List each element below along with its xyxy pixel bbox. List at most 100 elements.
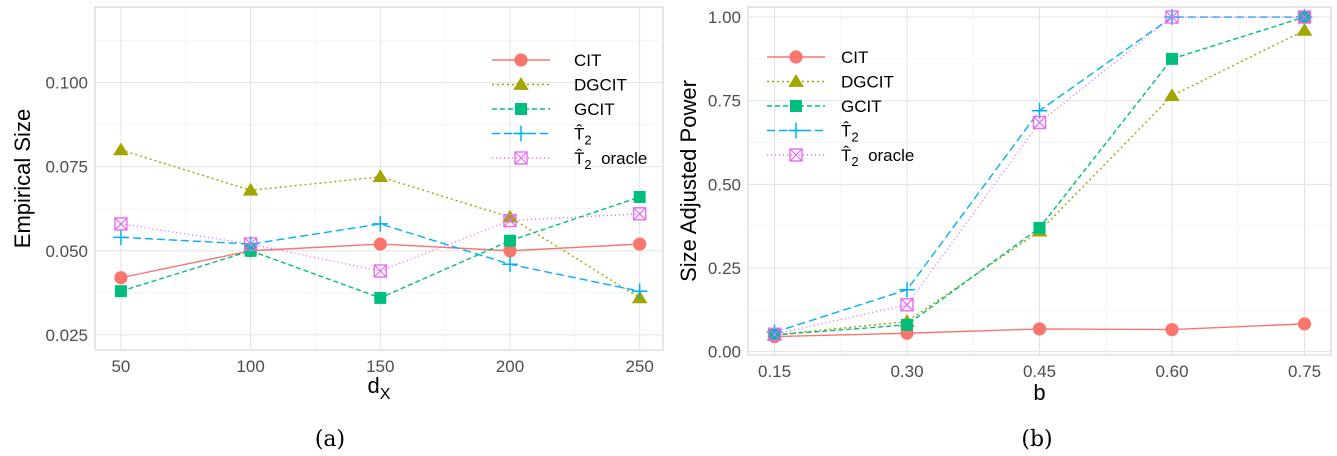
x-tick-label: 0.60	[1155, 362, 1188, 381]
legend-item: DGCIT	[492, 76, 627, 95]
panel-caption: (a)	[315, 427, 345, 452]
data-point	[502, 209, 518, 223]
data-point	[374, 291, 387, 304]
legend-key-marker	[788, 122, 804, 139]
y-axis-title: Empirical Size	[10, 109, 35, 248]
legend-key-marker	[788, 74, 804, 87]
legend-label: T̂2 oracle	[841, 145, 914, 169]
data-point	[1166, 52, 1178, 65]
data-point	[901, 318, 913, 331]
legend-label: CIT	[574, 51, 601, 70]
y-tick-label: 0.100	[45, 74, 88, 93]
legend-item: DGCIT	[767, 73, 894, 92]
data-point	[502, 256, 518, 273]
legend-key-marker	[789, 148, 803, 162]
x-axis-title: b	[1033, 380, 1045, 405]
data-point	[503, 213, 517, 228]
legend-key-marker	[789, 50, 803, 64]
chart-panel-a: 0.025 0.050 0.075 0.100 50 100 150 200 250 dX Empi…	[10, 6, 664, 452]
legend-label: DGCIT	[574, 76, 627, 95]
data-point	[900, 298, 914, 312]
y-tick-label: 0.00	[708, 343, 741, 362]
x-tick-label: 0.75	[1288, 362, 1321, 381]
data-point	[373, 264, 387, 278]
y-tick-label: 0.050	[45, 242, 88, 261]
legend-item: T̂2 oracle	[767, 145, 914, 169]
legend-item: T̂2 oracle	[492, 148, 647, 172]
data-point	[1164, 88, 1180, 102]
data-point	[631, 283, 648, 299]
x-tick-label: 150	[366, 357, 394, 376]
x-tick-label: 100	[236, 357, 264, 376]
series-t2-oracle	[114, 207, 647, 278]
y-tick-label: 0.025	[45, 326, 88, 345]
x-tick-label: 0.15	[758, 362, 791, 381]
legend-item: GCIT	[492, 100, 615, 119]
data-point	[114, 217, 128, 231]
legend-key-marker	[513, 125, 529, 142]
data-point	[503, 234, 516, 247]
data-point	[114, 285, 127, 298]
legend-key-marker	[514, 53, 528, 67]
y-axis-title: Size Adjusted Power	[676, 80, 701, 282]
data-point	[633, 237, 647, 251]
grid	[748, 7, 1331, 355]
x-tick-label: 0.30	[890, 362, 923, 381]
data-point	[633, 190, 646, 203]
legend-item: GCIT	[767, 97, 882, 116]
legend-label: CIT	[841, 48, 868, 67]
legend-item: T̂2	[492, 124, 592, 148]
data-point	[113, 142, 129, 156]
x-tick-label: 200	[496, 357, 524, 376]
data-point	[243, 237, 258, 251]
x-tick-label: 50	[111, 357, 130, 376]
x-tick-label: 250	[625, 357, 653, 376]
chart-panel-b: 0.00 0.25 0.50 0.75 1.00 0.15 0.30 0.45 0.60 0.75…	[676, 6, 1332, 452]
legend-key-marker	[515, 103, 527, 115]
data-point	[372, 216, 389, 232]
data-point	[899, 281, 915, 298]
legend-label: T̂2	[841, 121, 859, 145]
legend: CIT DGCIT GCIT T̂2T̂2 oracle	[767, 48, 914, 169]
data-point	[113, 229, 129, 246]
data-point	[503, 244, 517, 258]
legend-label: GCIT	[841, 97, 882, 116]
data-point	[767, 327, 782, 341]
data-point	[1297, 10, 1312, 24]
panel-caption: (b)	[1021, 427, 1052, 452]
legend-label: DGCIT	[841, 73, 894, 92]
grid	[95, 7, 663, 350]
data-point	[1165, 10, 1179, 24]
series-line	[120, 223, 640, 292]
y-tick-label: 0.75	[708, 92, 741, 111]
legend-item: CIT	[767, 48, 868, 67]
data-point	[1297, 317, 1312, 331]
data-point	[1032, 115, 1047, 130]
data-point	[372, 169, 389, 183]
legend: CIT DGCIT GCIT T̂2T̂2 oracle	[492, 51, 647, 172]
legend-item: T̂2	[767, 121, 859, 145]
data-point	[1296, 22, 1313, 36]
data-point	[1032, 322, 1047, 336]
legend-label: T̂2	[574, 124, 592, 148]
legend-label: GCIT	[574, 100, 615, 119]
data-point	[1033, 221, 1046, 234]
data-point	[114, 271, 128, 285]
y-tick-label: 0.50	[708, 175, 741, 194]
x-axis-title: dX	[368, 373, 391, 403]
legend-key-marker	[514, 151, 528, 165]
y-tick-label: 1.00	[708, 8, 741, 27]
legend-item: CIT	[492, 51, 601, 70]
series-t2-oracle	[767, 10, 1312, 341]
legend-key-marker	[790, 100, 802, 112]
data-point	[242, 182, 259, 196]
data-point	[373, 237, 387, 251]
data-point	[632, 207, 647, 221]
x-tick-label: 0.45	[1023, 362, 1056, 381]
series-gcit	[114, 190, 646, 304]
data-point	[1165, 322, 1179, 337]
y-tick-label: 0.25	[708, 259, 741, 278]
legend-label: T̂2 oracle	[574, 148, 647, 172]
y-tick-label: 0.075	[45, 158, 88, 177]
